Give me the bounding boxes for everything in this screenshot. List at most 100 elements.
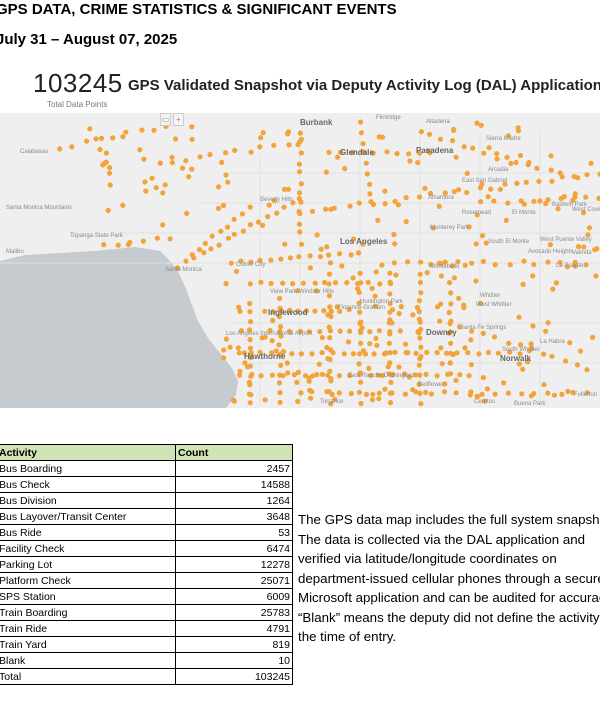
table-row: Bus Check 14588 (0, 476, 293, 493)
gps-point (446, 330, 452, 336)
map-place-label: Valinda (572, 250, 592, 256)
map-place-label: East San Gabriel (462, 178, 507, 184)
gps-point (223, 150, 229, 156)
gps-point (347, 203, 353, 209)
gps-point (216, 184, 222, 190)
gps-point (197, 154, 203, 160)
activity-cell: SPS Station (0, 588, 176, 605)
gps-point (257, 144, 263, 150)
gps-point (543, 200, 549, 207)
gps-point (406, 374, 412, 380)
gps-point (247, 281, 253, 287)
map-place-label: Monterey Park (430, 225, 470, 231)
table-row: Parking Lot 12278 (0, 556, 293, 573)
gps-point (277, 328, 283, 335)
map-place-label: West Whittier (476, 302, 512, 308)
map-place-label: Whittier (480, 293, 500, 299)
map-canvas[interactable]: Burbank Flintridge Altadena Sierra Madre Cal… (0, 113, 600, 408)
map-place-label: West Covina (572, 207, 600, 213)
gps-map[interactable]: Burbank Flintridge Altadena Sierra Madre Cal… (0, 113, 600, 408)
gps-point (356, 200, 362, 206)
gps-point (528, 393, 535, 399)
gps-point (394, 151, 400, 157)
gps-point (219, 159, 225, 165)
count-cell: 25783 (175, 604, 293, 621)
gps-point (403, 195, 409, 201)
gps-point (351, 236, 357, 242)
gps-point (120, 134, 126, 140)
map-place-label: Los Angeles (340, 237, 388, 246)
gps-point (521, 201, 527, 207)
gps-point (280, 349, 287, 355)
gps-point (335, 154, 341, 160)
gps-point (318, 246, 324, 252)
gps-point (453, 390, 459, 396)
gps-point (258, 135, 264, 141)
gps-point (559, 174, 565, 180)
gps-point (451, 275, 457, 281)
gps-point (314, 232, 320, 238)
gps-point (240, 228, 246, 234)
gps-point (326, 252, 332, 258)
gps-point (237, 372, 243, 378)
gps-point (504, 154, 510, 160)
gps-point (376, 396, 382, 402)
gps-point (298, 150, 304, 156)
gps-point (492, 262, 498, 268)
gps-point (247, 400, 253, 406)
map-place-label: Montebello (430, 264, 460, 270)
gps-point (483, 240, 489, 246)
gps-point (416, 308, 422, 315)
count-cell: 4791 (175, 620, 293, 637)
gps-point (307, 387, 313, 393)
activity-cell: Total (0, 668, 176, 685)
gps-point (259, 335, 265, 341)
activity-cell: Bus Boarding (0, 460, 176, 477)
count-cell: 6474 (175, 540, 293, 557)
gps-point (174, 265, 181, 271)
map-zoom-tool[interactable]: + (173, 113, 184, 126)
gps-point (369, 285, 375, 291)
gps-point (425, 148, 431, 154)
gps-point (297, 169, 303, 175)
map-select-tool[interactable]: ▭ (160, 113, 171, 126)
gps-point (479, 391, 485, 397)
gps-point (307, 265, 313, 271)
gps-point (247, 222, 253, 228)
gps-point (383, 350, 389, 356)
gps-point (430, 225, 436, 231)
gps-point (545, 259, 551, 265)
gps-point (479, 233, 486, 239)
gps-point (407, 158, 413, 164)
map-place-label: View Park-Windsor Hills (270, 289, 334, 295)
gps-point (416, 150, 423, 156)
gps-point (179, 165, 186, 171)
gps-point (393, 272, 399, 278)
gps-point (355, 286, 361, 292)
gps-point (276, 314, 282, 320)
gps-point (464, 170, 470, 176)
gps-point (583, 262, 589, 268)
gps-point (473, 278, 479, 284)
map-ocean (0, 247, 238, 408)
gps-point (358, 280, 364, 286)
gps-point (312, 308, 318, 314)
gps-point (237, 308, 243, 314)
gps-point (257, 257, 263, 263)
gps-point (319, 350, 325, 356)
gps-point (356, 300, 362, 306)
gps-point (464, 189, 470, 196)
gps-point (562, 358, 569, 364)
gps-point (328, 206, 334, 212)
gps-point (298, 351, 304, 357)
gps-point (417, 372, 423, 378)
gps-point (230, 397, 236, 403)
gps-point (356, 361, 362, 367)
gps-point (297, 210, 303, 217)
gps-point (386, 340, 392, 346)
gps-point (276, 380, 282, 386)
gps-point (482, 398, 488, 404)
gps-point (345, 339, 352, 345)
gps-point (298, 241, 305, 247)
gps-point (186, 174, 192, 180)
